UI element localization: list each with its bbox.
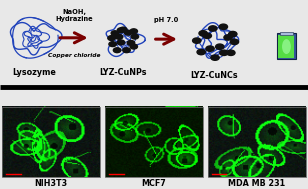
- Ellipse shape: [120, 27, 127, 32]
- Ellipse shape: [123, 48, 130, 53]
- Ellipse shape: [124, 30, 132, 35]
- Ellipse shape: [117, 28, 125, 33]
- Ellipse shape: [109, 42, 116, 46]
- Ellipse shape: [203, 33, 212, 38]
- Ellipse shape: [192, 38, 201, 43]
- Ellipse shape: [219, 24, 228, 29]
- Text: LYZ-CuNPs: LYZ-CuNPs: [99, 68, 147, 77]
- Ellipse shape: [199, 31, 207, 36]
- Text: Copper chloride: Copper chloride: [48, 53, 100, 58]
- Text: LYZ-CuNCs: LYZ-CuNCs: [190, 71, 238, 80]
- Text: pH 7.0: pH 7.0: [154, 17, 178, 23]
- Bar: [280, 32, 293, 35]
- Ellipse shape: [206, 46, 214, 51]
- Ellipse shape: [130, 29, 137, 34]
- Ellipse shape: [216, 44, 224, 49]
- Ellipse shape: [197, 49, 205, 55]
- Ellipse shape: [131, 34, 139, 39]
- Ellipse shape: [209, 26, 217, 31]
- Bar: [2, 107, 100, 177]
- Ellipse shape: [220, 50, 228, 55]
- Bar: [105, 107, 203, 177]
- Ellipse shape: [127, 40, 135, 45]
- Bar: [277, 33, 296, 59]
- Ellipse shape: [211, 55, 219, 60]
- Ellipse shape: [229, 31, 237, 37]
- Ellipse shape: [111, 31, 119, 36]
- Ellipse shape: [130, 44, 137, 49]
- Text: MCF7: MCF7: [142, 179, 166, 188]
- Text: MDA MB 231: MDA MB 231: [228, 179, 285, 188]
- Ellipse shape: [230, 39, 239, 45]
- Ellipse shape: [227, 50, 235, 55]
- Text: NIH3T3: NIH3T3: [35, 179, 68, 188]
- Text: NaOH,: NaOH,: [62, 9, 86, 15]
- Text: Lysozyme: Lysozyme: [12, 68, 56, 77]
- Ellipse shape: [108, 36, 115, 40]
- Ellipse shape: [282, 39, 291, 54]
- Ellipse shape: [117, 40, 125, 45]
- Text: Hydrazine: Hydrazine: [55, 16, 93, 22]
- Bar: [278, 35, 294, 58]
- Ellipse shape: [224, 35, 232, 40]
- Bar: [208, 107, 306, 177]
- Ellipse shape: [113, 48, 121, 53]
- Ellipse shape: [115, 34, 123, 39]
